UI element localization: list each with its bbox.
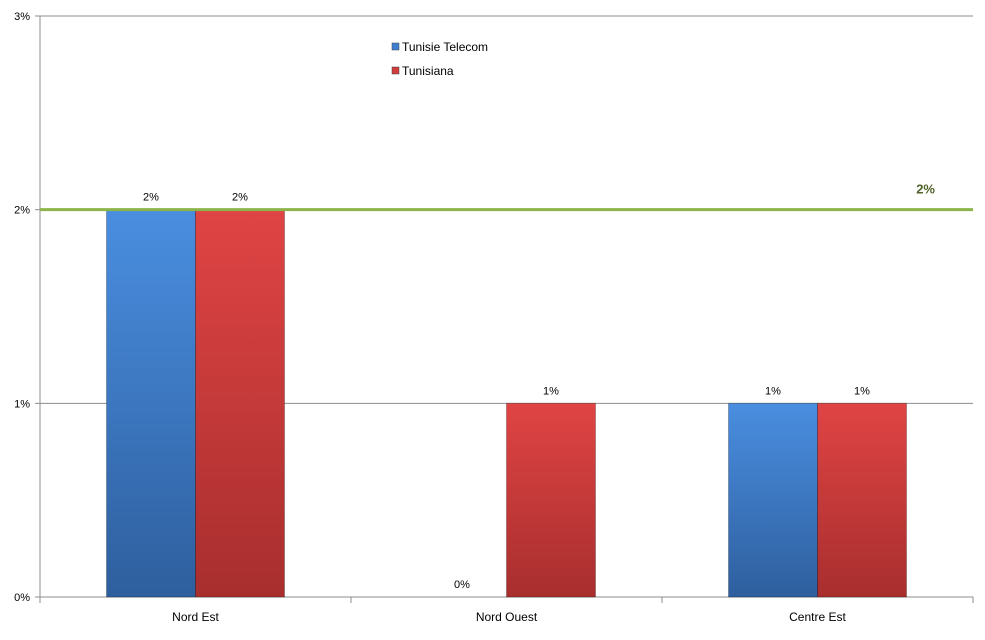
legend: Tunisie Telecom Tunisiana <box>391 40 488 78</box>
data-label: 0% <box>454 579 470 591</box>
data-label: 1% <box>543 385 559 397</box>
data-label: 2% <box>143 192 159 204</box>
y-tick-label: 2% <box>14 205 30 217</box>
legend-entry-label: Tunisiana <box>402 64 454 78</box>
y-tick-label: 0% <box>14 592 30 604</box>
labels: 2% 2% 0% 1% 1% 1% <box>143 192 870 591</box>
data-label: 2% <box>232 192 248 204</box>
reference-line-group: 2% <box>40 182 973 212</box>
bar-tunisiana <box>195 209 285 598</box>
y-tick-label: 1% <box>14 398 30 410</box>
legend-entry-label: Tunisie Telecom <box>402 40 488 54</box>
data-label: 1% <box>854 385 870 397</box>
x-category-label: Nord Ouest <box>476 610 538 624</box>
data-label: 1% <box>765 385 781 397</box>
legend-swatch <box>391 42 400 51</box>
x-category-label: Centre Est <box>789 610 846 624</box>
y-tick-label: 3% <box>14 11 30 23</box>
x-category-label: Nord Est <box>172 610 219 624</box>
bar-tunisie-telecom <box>728 402 818 598</box>
legend-swatch <box>391 66 400 75</box>
bar-tunisie-telecom <box>106 209 196 598</box>
bar-tunisiana <box>506 402 596 598</box>
reference-line-label: 2% <box>916 182 935 197</box>
bars <box>106 209 907 598</box>
bar-tunisiana <box>817 402 907 598</box>
